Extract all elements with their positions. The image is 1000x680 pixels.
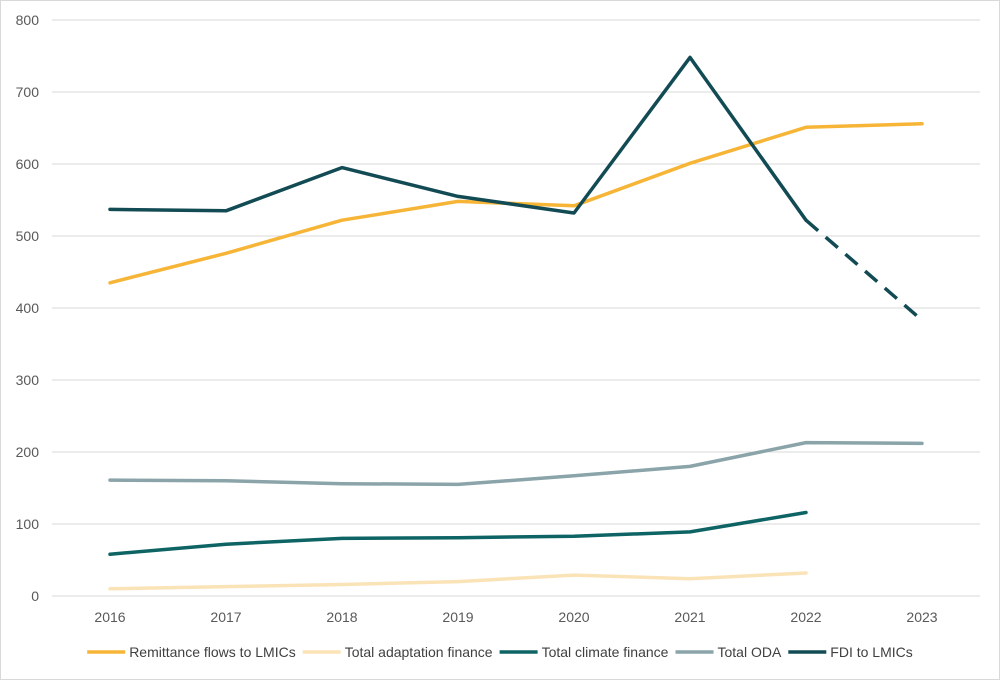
x-tick-label: 2019 [442,609,473,625]
y-axis-ticks: 0 100 200 300 400 500 600 700 800 [16,12,40,604]
x-tick-label: 2020 [558,609,589,625]
legend-item: Remittance flows to LMICs [87,644,296,660]
x-tick-label: 2017 [210,609,241,625]
legend-label: Total climate finance [542,644,669,660]
y-tick-label: 700 [16,84,40,100]
legend-label: Total adaptation finance [345,644,493,660]
y-tick-label: 600 [16,156,40,172]
y-tick-label: 100 [16,516,40,532]
legend-item: Total ODA [675,644,782,660]
series-line-total-oda [108,440,924,487]
x-tick-label: 2018 [326,609,357,625]
y-tick-label: 800 [16,12,40,28]
x-tick-label: 2023 [906,609,937,625]
legend-label: Total ODA [718,644,782,660]
legend-item: FDI to LMICs [788,644,913,660]
y-tick-label: 0 [31,588,39,604]
series-line-fdi-to-lmics [108,55,808,222]
x-axis-ticks: 2016 2017 2018 2019 2020 2021 2022 2023 [94,609,937,625]
legend-label: FDI to LMICs [830,644,912,660]
legend: Remittance flows to LMICs Total adaptatio… [87,644,913,660]
series-lines [108,55,924,591]
y-tick-label: 200 [16,444,40,460]
legend-item: Total climate finance [499,644,669,660]
x-tick-label: 2016 [94,609,125,625]
legend-item: Total adaptation finance [302,644,493,660]
x-tick-label: 2022 [790,609,821,625]
x-tick-label: 2021 [674,609,705,625]
y-tick-label: 400 [16,300,40,316]
series-line-total-adaptation-finance [108,571,808,591]
y-tick-label: 500 [16,228,40,244]
series-line-dashed-fdi-to-lmics [804,218,924,322]
y-tick-label: 300 [16,372,40,388]
gridlines [52,19,980,597]
legend-label: Remittance flows to LMICs [129,644,296,660]
series-line-total-climate-finance [108,510,808,556]
